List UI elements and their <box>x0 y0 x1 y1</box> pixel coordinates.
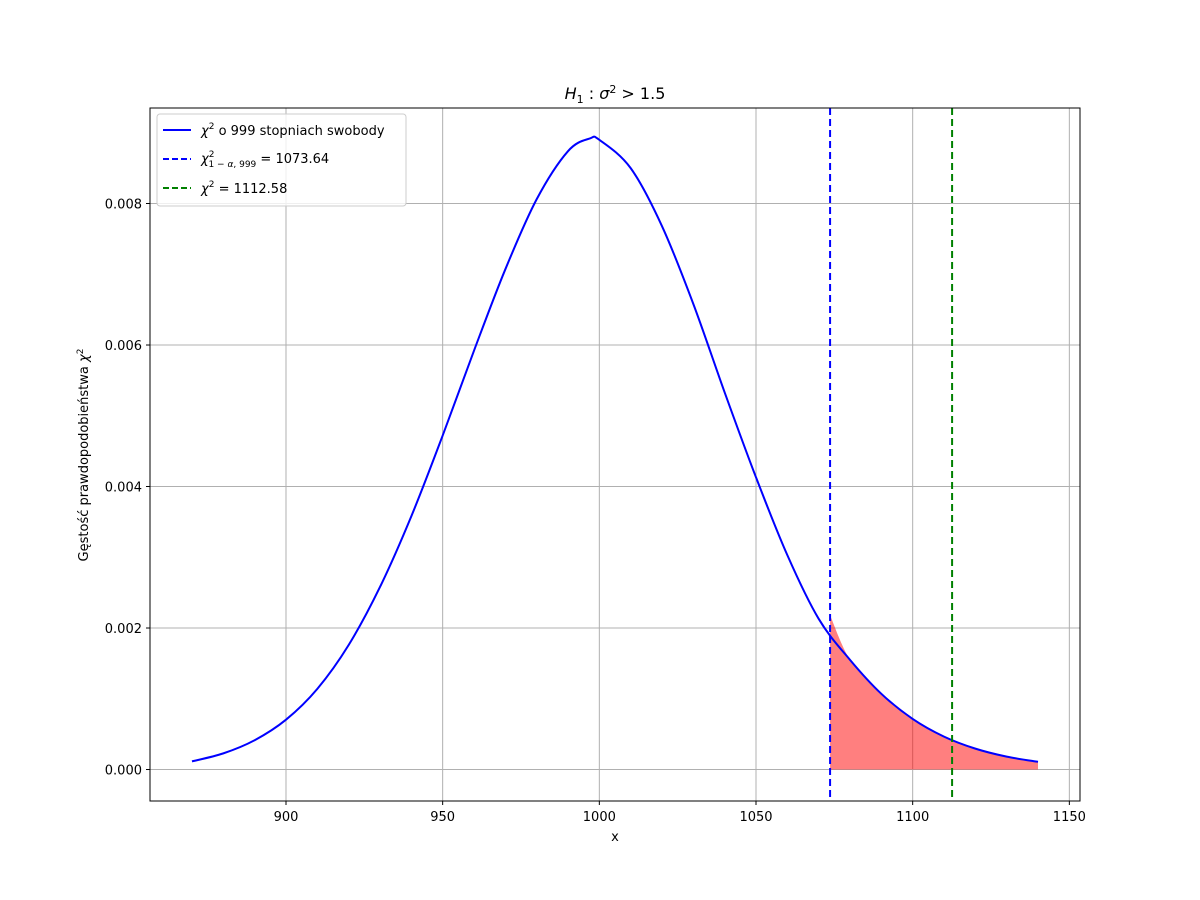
grid <box>150 108 1080 801</box>
y-tick-label: 0.000 <box>105 764 142 779</box>
y-axis-ticks: 0.000 0.002 0.004 0.006 0.008 <box>105 198 150 779</box>
legend-entry-density: χ2 o 999 stopniach swobody <box>200 122 385 139</box>
axes-frame <box>149 107 1081 802</box>
legend-entry-statistic: χ2 = 1112.58 <box>200 180 287 197</box>
y-axis-label: Gęstość prawdopodobieństwa χ2 <box>76 349 92 562</box>
legend-box <box>156 113 407 207</box>
y-tick-label: 0.002 <box>105 622 142 637</box>
x-tick-label: 950 <box>430 810 455 825</box>
axes-background <box>150 108 1080 801</box>
y-tick-label: 0.004 <box>105 481 142 496</box>
legend-entry-critical: χ2 1 − α, 999 = 1073.64 <box>200 150 329 170</box>
x-tick-label: 1100 <box>896 810 929 825</box>
x-axis-label: x <box>611 830 619 845</box>
y-tick-label: 0.006 <box>105 339 142 354</box>
legend: χ2 o 999 stopniach swobody χ2 1 − α, 999 … <box>156 113 407 207</box>
x-tick-label: 1000 <box>583 810 616 825</box>
chart-title: H1 : σ2 > 1.5 <box>565 83 666 106</box>
x-tick-label: 1050 <box>739 810 772 825</box>
x-tick-label: 900 <box>274 810 299 825</box>
rejection-region-fill <box>830 615 1039 770</box>
y-tick-label: 0.008 <box>105 198 142 213</box>
x-tick-label: 1150 <box>1053 810 1086 825</box>
chi-square-density-curve <box>191 135 1039 763</box>
x-axis-ticks: 900 950 1000 1050 1100 1150 <box>274 801 1086 825</box>
plot-area: 900 950 1000 1050 1100 1150 0.0000.0020.0040.… <box>105 107 1086 825</box>
